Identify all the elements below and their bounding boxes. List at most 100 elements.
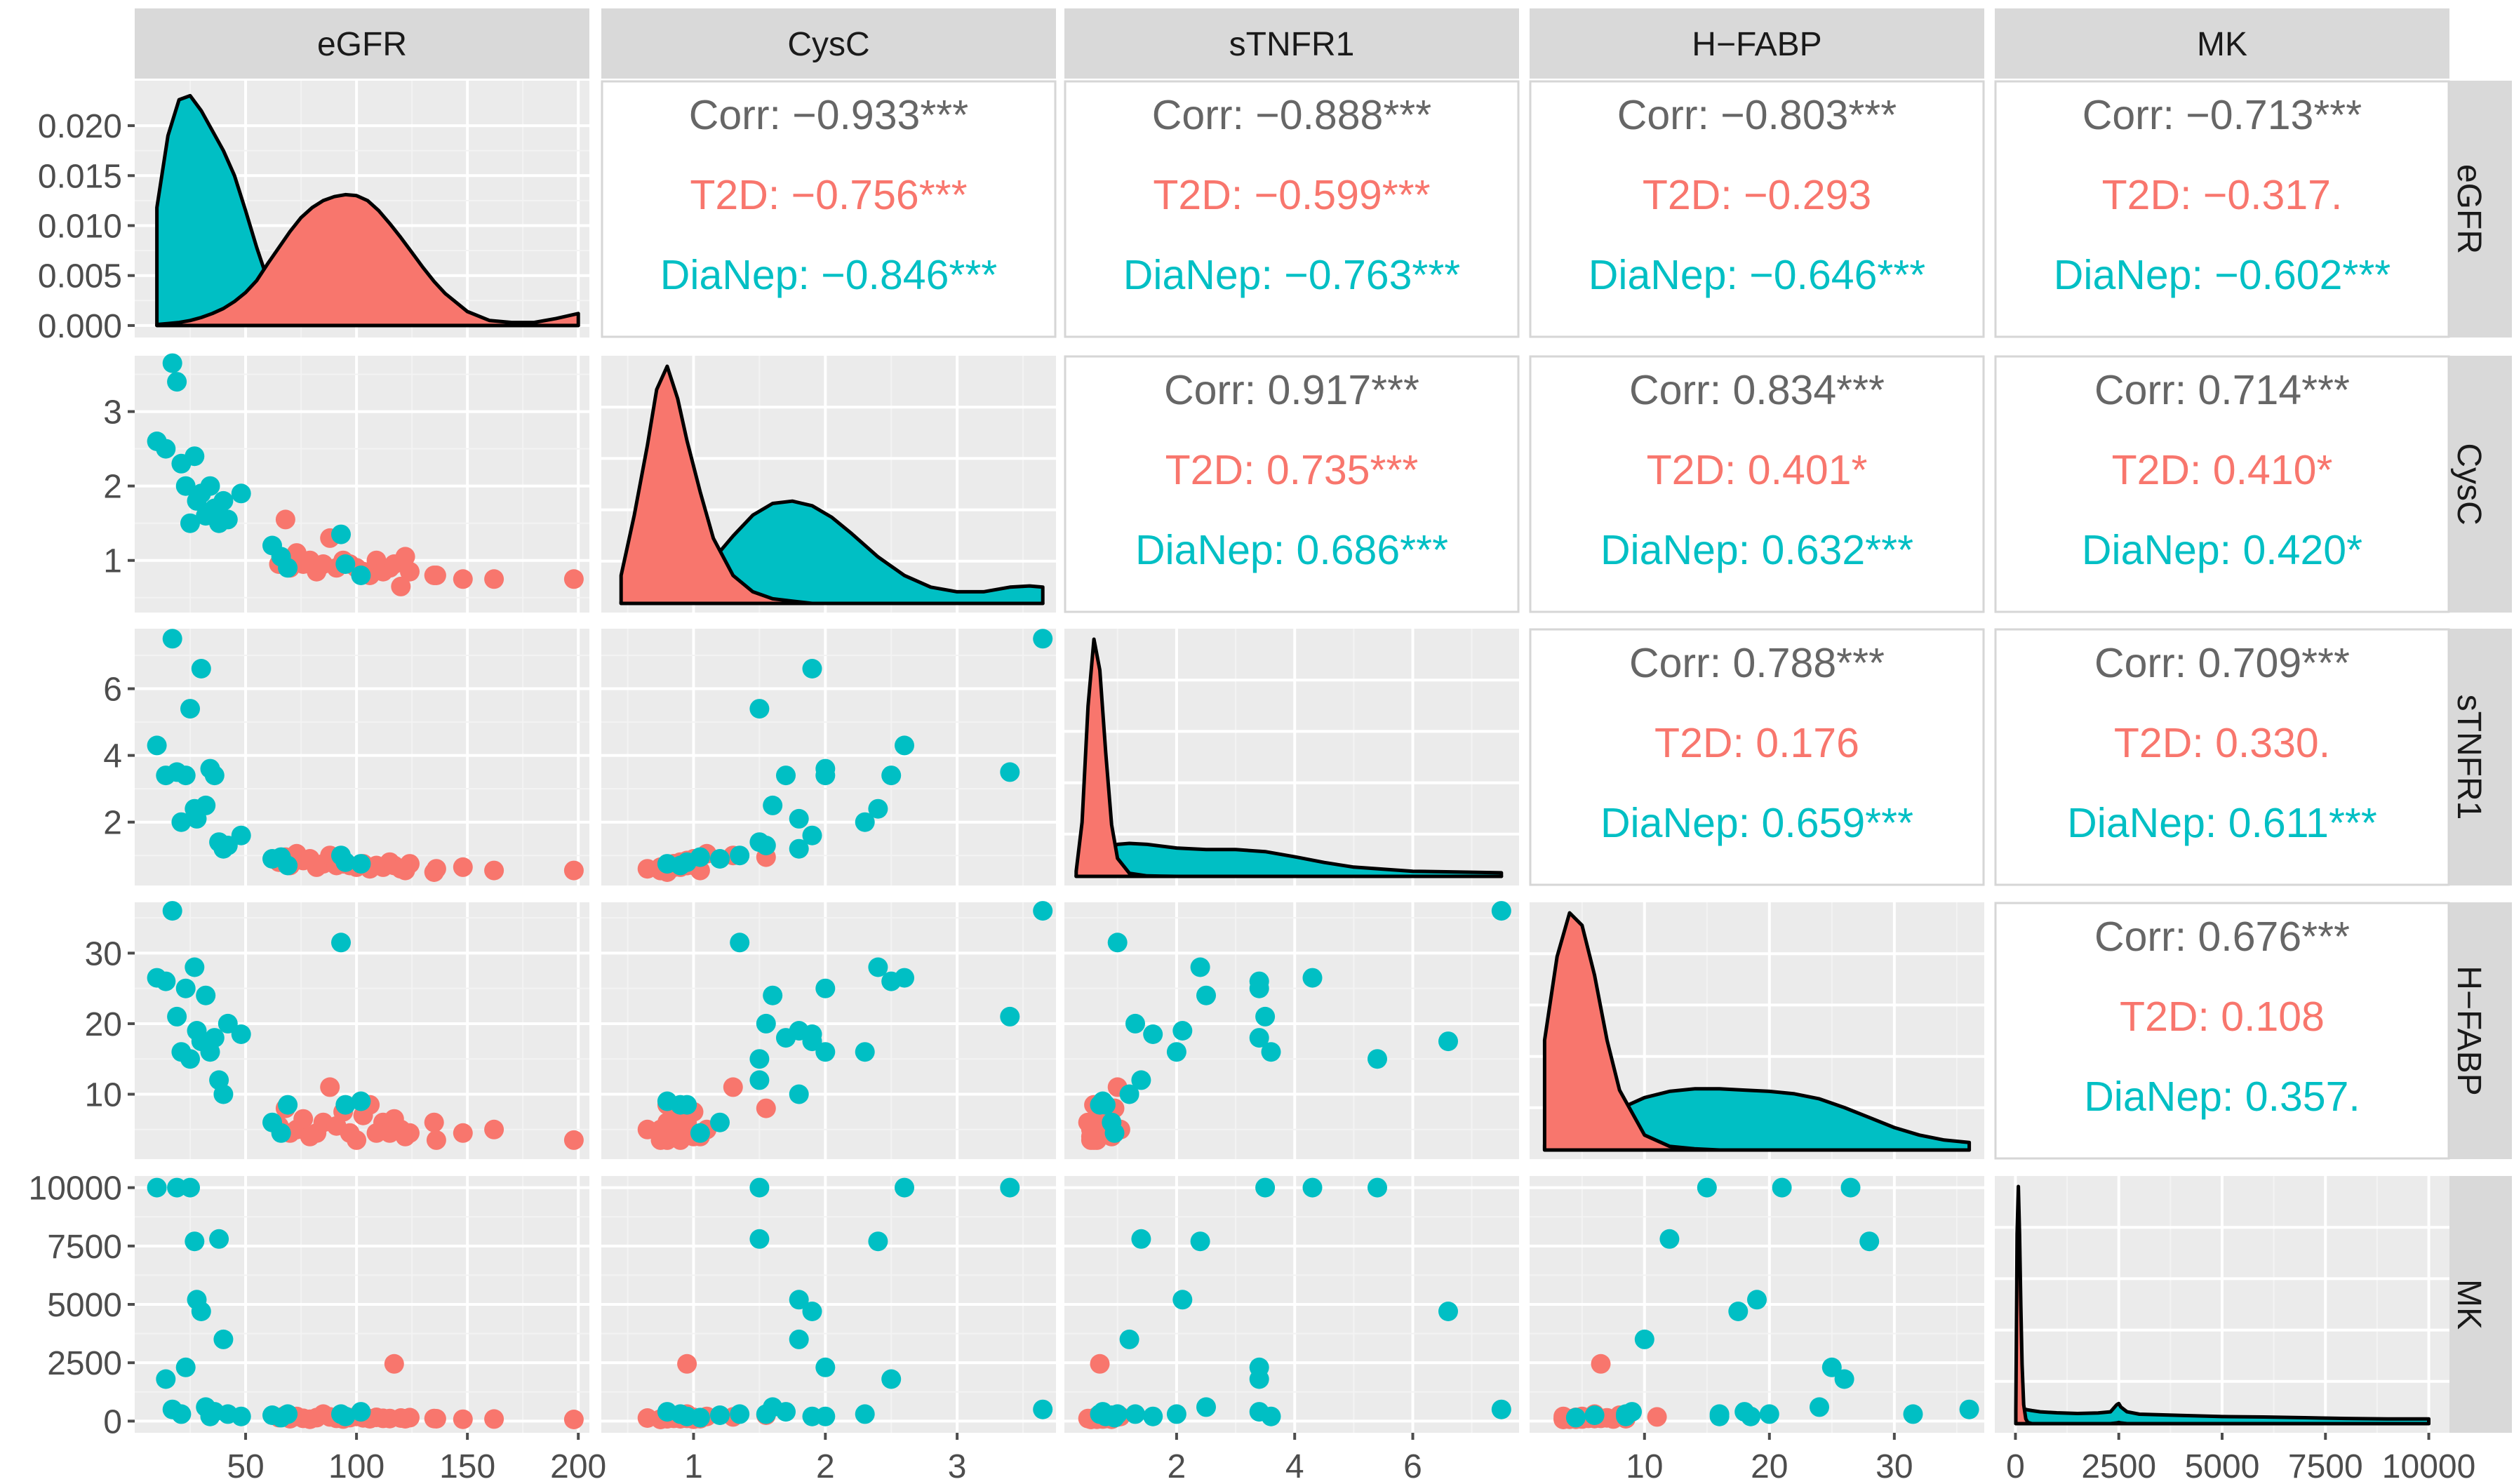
y-tick-label-density: 0.020: [38, 108, 122, 145]
correlation-panel-border: [601, 80, 1057, 338]
x-tick-label-cysc: 1: [684, 1448, 703, 1484]
data-point-dianep: [213, 1084, 234, 1104]
data-point-dianep: [815, 758, 836, 779]
data-point-dianep: [213, 490, 234, 511]
data-point-dianep: [1000, 762, 1020, 782]
data-point-t2d: [723, 1077, 743, 1097]
data-point-dianep: [789, 838, 809, 859]
data-point-dianep: [231, 483, 251, 504]
data-point-dianep: [196, 985, 216, 1005]
data-point-dianep: [218, 509, 238, 530]
correlation-panel-stnfr1-h-fabp: Corr: 0.788*** T2D: 0.176 DiaNep: 0.659***: [1529, 628, 1985, 886]
data-point-t2d: [484, 1409, 504, 1429]
data-point-dianep: [789, 1290, 809, 1310]
data-point-dianep: [868, 798, 888, 819]
data-point-t2d: [426, 566, 446, 585]
dianep-correlation: DiaNep: 0.420*: [2082, 527, 2362, 573]
data-point-t2d: [484, 860, 504, 881]
data-point-dianep: [209, 1229, 229, 1249]
data-point-dianep: [1438, 1302, 1458, 1321]
correlation-panel-border: [1994, 80, 2450, 338]
data-point-dianep: [1565, 1408, 1586, 1428]
data-point-dianep: [1172, 1021, 1193, 1041]
data-point-dianep: [1143, 1024, 1163, 1044]
column-strip-label-cysc: CysC: [787, 26, 869, 63]
dianep-correlation: DiaNep: 0.357.: [2084, 1074, 2360, 1120]
data-point-dianep: [175, 978, 196, 998]
data-point-dianep: [802, 1302, 822, 1321]
overall-correlation: Corr: 0.917***: [1164, 367, 1419, 413]
data-point-t2d: [347, 1130, 367, 1150]
data-point-dianep: [1834, 1369, 1854, 1389]
x-tick-label-mk: 10000: [2382, 1448, 2475, 1484]
dianep-correlation: DiaNep: 0.686***: [1135, 527, 1448, 573]
column-strip-egfr: eGFR: [135, 8, 589, 79]
density-panel-egfr: [135, 81, 589, 337]
column-strip-stnfr1: sTNFR1: [1064, 8, 1519, 79]
data-point-dianep: [162, 629, 182, 649]
data-point-dianep: [789, 1329, 809, 1349]
data-point-dianep: [1190, 957, 1210, 977]
data-point-dianep: [1143, 1406, 1163, 1426]
data-point-dianep: [802, 825, 822, 845]
scatter-panel-h-fabp-vs-stnfr1: [1064, 901, 1519, 1159]
data-point-dianep: [351, 1402, 371, 1422]
data-point-dianep: [1438, 1031, 1458, 1052]
correlation-panel-border: [1529, 80, 1985, 338]
data-point-dianep: [185, 446, 205, 467]
y-tick-label-density: 0.005: [38, 258, 122, 295]
data-point-dianep: [1249, 1402, 1269, 1422]
data-point-dianep: [710, 1112, 730, 1132]
panel-gridlines: [135, 356, 589, 613]
density-area-t2d: [619, 364, 1045, 606]
data-point-t2d: [275, 509, 295, 530]
panel-gridlines: [1064, 629, 1519, 885]
data-point-t2d: [453, 857, 473, 877]
data-point-dianep: [1249, 1357, 1269, 1377]
data-point-dianep: [1119, 1329, 1139, 1349]
data-point-dianep: [278, 1404, 298, 1424]
overall-correlation: Corr: −0.803***: [1617, 92, 1897, 138]
data-point-dianep: [1131, 1070, 1151, 1090]
x-tick-label-stnfr1: 6: [1403, 1448, 1422, 1484]
data-point-dianep: [855, 1042, 875, 1062]
y-tick-label-stnfr1: 2: [103, 805, 122, 842]
data-point-dianep: [1368, 1049, 1387, 1069]
t2d-correlation: T2D: 0.176: [1654, 720, 1859, 766]
data-point-dianep: [278, 855, 298, 876]
data-point-dianep: [351, 1091, 371, 1111]
column-strip-background: [1064, 8, 1519, 79]
panel-gridlines: [135, 1176, 589, 1433]
data-point-dianep: [1172, 1290, 1193, 1310]
data-point-t2d: [677, 1353, 697, 1374]
data-point-dianep: [657, 1402, 677, 1422]
data-point-dianep: [1125, 1404, 1145, 1424]
data-point-dianep: [855, 1404, 875, 1424]
data-point-dianep: [1261, 1042, 1281, 1062]
data-point-dianep: [167, 1006, 187, 1027]
dianep-correlation: DiaNep: −0.646***: [1589, 252, 1926, 298]
data-point-dianep: [278, 1095, 298, 1115]
t2d-correlation: T2D: −0.756***: [690, 172, 967, 218]
density-panel-cysc: [601, 356, 1056, 613]
x-tick-label-egfr: 200: [550, 1448, 606, 1484]
scatter-panel-h-fabp-vs-egfr: [135, 901, 589, 1159]
data-point-dianep: [167, 372, 187, 392]
data-point-dianep: [730, 932, 750, 953]
x-tick-label-mk: 2500: [2081, 1448, 2156, 1484]
y-tick-label-mk: 0: [103, 1403, 122, 1440]
data-point-dianep: [776, 1028, 796, 1048]
data-point-dianep: [180, 1049, 200, 1069]
column-strip-label-h-fabp: H−FABP: [1692, 26, 1821, 63]
data-point-dianep: [895, 1177, 914, 1198]
data-point-dianep: [1190, 1231, 1210, 1252]
data-point-dianep: [1033, 1399, 1053, 1419]
data-point-dianep: [881, 971, 902, 991]
data-point-dianep: [657, 1091, 677, 1111]
scatter-points: [147, 629, 584, 882]
correlation-panel-egfr-stnfr1: Corr: −0.888*** T2D: −0.599*** DiaNep: −0.…: [1064, 80, 1520, 338]
data-point-t2d: [563, 1130, 584, 1150]
data-point-dianep: [677, 1406, 697, 1426]
overall-correlation: Corr: −0.713***: [2082, 92, 2362, 138]
data-point-dianep: [789, 1084, 809, 1104]
